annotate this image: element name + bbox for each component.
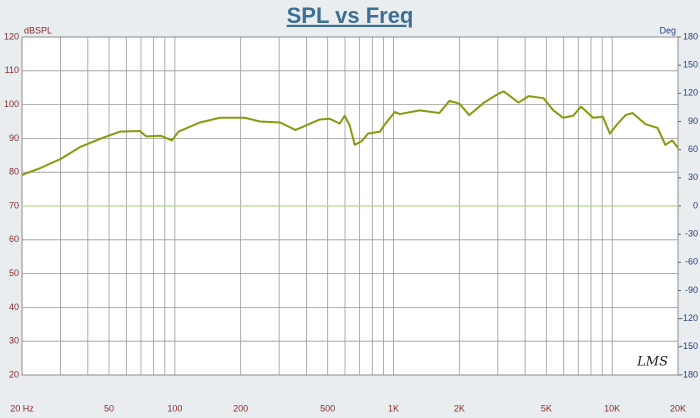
y-tick-label: 70 (9, 200, 19, 210)
x-tick-label: 5K (541, 403, 552, 413)
x-tick-label: 10K (604, 403, 620, 413)
x-tick-label: 100 (167, 403, 182, 413)
y2-axis-label: Deg (659, 25, 676, 35)
y-tick-label: 120 (4, 31, 19, 41)
x-tick-label: 50 (104, 403, 114, 413)
x-tick-label: 200 (233, 403, 248, 413)
y2-tick-label: 30 (688, 172, 698, 182)
data-line (21, 90, 679, 176)
y-tick-label: 20 (9, 369, 19, 379)
y2-tick-label: 120 (683, 88, 698, 98)
y2-tick-label: 150 (683, 60, 698, 70)
chart-title: SPL vs Freq (287, 3, 414, 28)
y2-tick-label: 60 (688, 144, 698, 154)
y-tick-label: 110 (5, 65, 19, 75)
y2-tick-label: 0 (693, 200, 698, 210)
x-tick-label: 1K (388, 403, 399, 413)
y2-tick-label: 90 (688, 116, 698, 126)
x-tick-label: 20 Hz (10, 403, 34, 413)
x-tick-label: 20K (670, 403, 686, 413)
y2-tick-label: -60 (685, 257, 698, 267)
y-tick-label: 90 (9, 133, 19, 143)
y-tick-label: 30 (9, 336, 19, 346)
y2-tick-label: 180 (683, 31, 698, 41)
y2-tick-label: -90 (685, 285, 698, 295)
y-tick-label: 100 (4, 99, 19, 109)
y2-tick-label: -30 (685, 229, 698, 239)
x-tick-label: 500 (320, 403, 335, 413)
y-tick-label: 60 (9, 234, 19, 244)
y2-tick-label: -150 (680, 341, 698, 351)
y-tick-label: 80 (9, 167, 19, 177)
y2-tick-label: -180 (680, 369, 698, 379)
watermark: LMS (636, 355, 668, 370)
y2-tick-label: -120 (680, 313, 698, 323)
y-tick-label: 50 (9, 268, 19, 278)
x-tick-label: 2K (454, 403, 465, 413)
y-axis-label: dBSPL (24, 25, 52, 35)
y-tick-label: 40 (9, 302, 19, 312)
